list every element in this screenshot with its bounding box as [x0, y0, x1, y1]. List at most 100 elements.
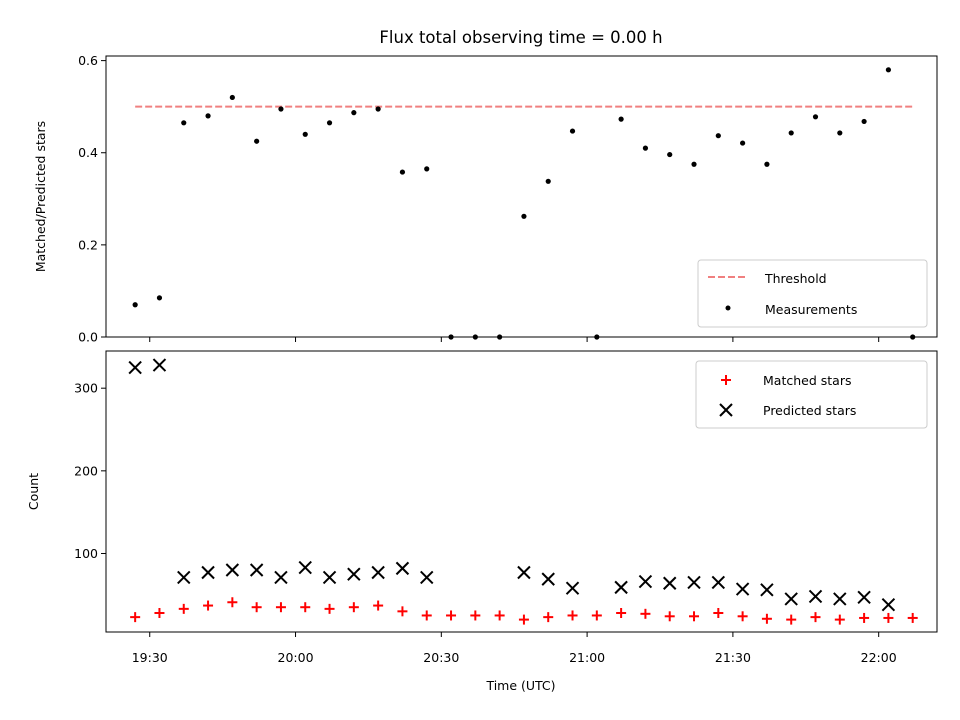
measurement-point [229, 94, 235, 101]
matched-star-point [834, 614, 845, 625]
measurement-point [885, 67, 892, 73]
legend-predicted-label: Predicted stars [763, 403, 856, 418]
predicted-star-point [857, 590, 871, 604]
count-y-ticks: 100 200 300 [74, 381, 106, 561]
measurement-point [278, 106, 284, 112]
measurement-point [642, 145, 649, 151]
predicted-star-point [565, 581, 580, 595]
x-axis-label: Time (UTC) [485, 678, 555, 693]
ratio-x-ticks [149, 337, 880, 342]
x-tick-label: 20:00 [278, 650, 314, 665]
measurement-point [205, 113, 211, 119]
measurement-point [861, 118, 867, 125]
measurement-point [132, 302, 138, 308]
legend-matched-label: Matched stars [763, 373, 851, 388]
count-plot-frame [105, 350, 938, 633]
x-tick-label: 20:30 [423, 650, 459, 665]
matched-star-point [421, 610, 432, 621]
predicted-star-point [760, 583, 774, 597]
y-tick-label: 300 [74, 381, 98, 396]
matched-star-point [178, 603, 189, 614]
y-tick-label: 0.0 [78, 330, 98, 345]
count-legend-box [695, 360, 928, 429]
measurement-point [788, 130, 794, 136]
matched-star-point [227, 597, 238, 608]
measurement-point [254, 138, 260, 144]
matched-star-point [251, 602, 262, 613]
matched-star-point [689, 611, 700, 622]
matched-star-point [154, 607, 165, 618]
matched-star-point [664, 611, 675, 622]
measurement-point [715, 133, 721, 139]
measurement-point [181, 120, 187, 126]
matched-star-point [446, 610, 457, 621]
predicted-star-point [420, 570, 434, 585]
matched-star-point [300, 602, 311, 613]
y-tick-label: 100 [74, 546, 98, 561]
measurement-point [156, 295, 163, 301]
predicted-star-point [881, 598, 896, 612]
x-tick-label: 22:00 [861, 650, 897, 665]
matched-star-point [713, 607, 724, 618]
matched-star-point [397, 606, 408, 617]
ratio-plot-frame [105, 55, 938, 338]
predicted-star-point [614, 580, 628, 595]
predicted-star-point [808, 589, 823, 604]
predicted-star-point [711, 575, 726, 590]
predicted-star-point [152, 358, 167, 372]
ratio-legend: Threshold Measurements [697, 259, 928, 328]
measurement-point [618, 116, 624, 122]
matched-star-point [373, 600, 384, 611]
matched-star-point [324, 603, 335, 614]
ratio-y-axis-label: Matched/Predicted stars [33, 121, 48, 272]
y-tick-label: 0.2 [78, 237, 98, 252]
predicted-star-point [249, 563, 264, 577]
matched-star-point [518, 614, 529, 625]
measurement-point [521, 213, 527, 219]
predicted-star-point [638, 574, 653, 589]
matched-star-point [616, 607, 627, 618]
matched-star-point [130, 612, 141, 623]
matched-star-point [203, 600, 214, 611]
count-y-axis-label: Count [26, 473, 41, 510]
matched-star-point [591, 610, 602, 621]
legend-matched-swatch [721, 375, 731, 385]
predicted-star-point [177, 570, 191, 585]
predicted-star-point [517, 565, 531, 580]
measurement-point [399, 169, 406, 175]
measurement-point [326, 120, 333, 126]
matched-star-point [543, 612, 554, 623]
matched-star-point [786, 614, 797, 625]
predicted-star-point [395, 561, 410, 576]
predicted-star-point [687, 575, 701, 590]
y-tick-label: 200 [74, 463, 98, 478]
matched-star-point [348, 602, 359, 613]
measurement-point [691, 161, 697, 167]
matched-star-point [761, 613, 772, 624]
measurement-point [424, 166, 430, 172]
legend-measurements-label: Measurements [765, 302, 857, 317]
matched-star-point [883, 612, 894, 623]
count-x-ticks: 19:30 20:00 20:30 21:00 21:30 22:00 [132, 632, 897, 665]
matched-star-point [640, 608, 651, 619]
measurement-point [837, 130, 843, 136]
measurement-point [812, 114, 819, 120]
predicted-star-point [347, 567, 361, 581]
measurement-point [351, 110, 357, 116]
count-legend: Matched stars Predicted stars [695, 360, 928, 429]
matched-star-point [494, 610, 505, 621]
measurement-point [545, 178, 551, 184]
x-tick-label: 19:30 [132, 650, 168, 665]
ratio-marks [132, 67, 916, 340]
ratio-legend-box [697, 259, 928, 328]
matched-star-point [470, 610, 481, 621]
measurement-point [667, 151, 673, 158]
predicted-star-point [784, 592, 798, 606]
matched-star-point [859, 612, 870, 623]
matched-star-point [737, 611, 748, 622]
measurement-point [764, 161, 770, 167]
ratio-panel: 0.0 0.2 0.4 0.6 Matched/Predicted stars Thr… [33, 53, 938, 345]
predicted-star-point [663, 576, 677, 590]
x-tick-label: 21:00 [569, 650, 605, 665]
